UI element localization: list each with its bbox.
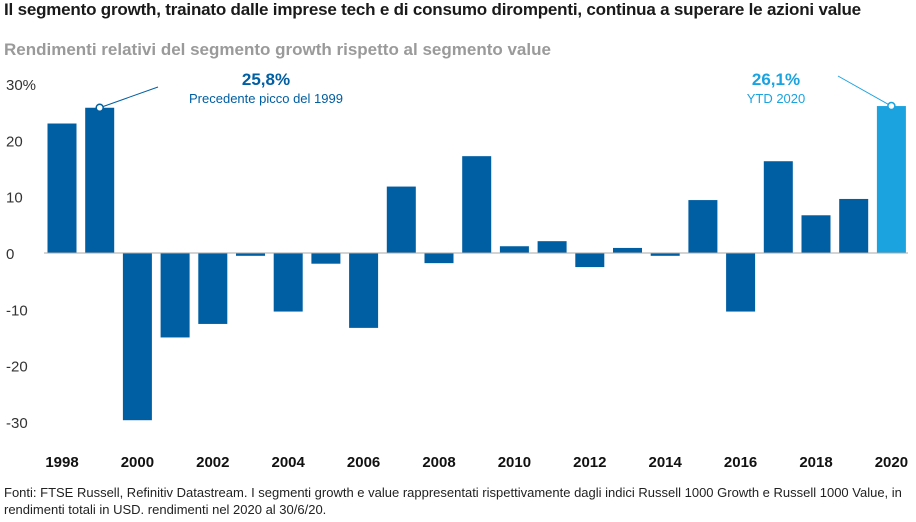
y-tick-label: 10 (6, 190, 23, 207)
bar-2006 (349, 253, 379, 328)
bar-2012 (575, 253, 605, 268)
x-tick-label: 2004 (272, 454, 306, 471)
bar-2002 (198, 253, 228, 324)
x-tick-label: 2014 (649, 454, 683, 471)
x-tick-label: 2018 (799, 454, 832, 471)
annotation-text: Precedente picco del 1999 (189, 91, 343, 106)
bar-1999 (85, 107, 115, 253)
x-tick-label: 2002 (196, 454, 229, 471)
x-tick-label: 1998 (45, 454, 78, 471)
bar-2004 (273, 253, 303, 312)
x-tick-label: 2020 (875, 454, 908, 471)
y-tick-label: -30 (6, 415, 28, 432)
bar-2018 (801, 215, 831, 253)
x-tick-label: 2016 (724, 454, 757, 471)
x-tick-label: 2012 (573, 454, 606, 471)
annotation-text: YTD 2020 (747, 91, 806, 106)
annotation-value: 26,1% (752, 70, 800, 89)
y-tick-label: 30% (6, 77, 36, 94)
y-tick-label: -20 (6, 359, 28, 376)
bar-2007 (386, 186, 416, 253)
y-tick-label: 0 (6, 246, 14, 263)
x-tick-label: 2006 (347, 454, 380, 471)
bar-2015 (688, 200, 718, 253)
bar-2008 (424, 253, 454, 264)
annotation-leader-line (99, 86, 159, 109)
bar-2016 (726, 253, 756, 312)
annotation-leader-line (837, 75, 892, 107)
bar-2013 (613, 247, 642, 253)
y-tick-label: -10 (6, 302, 28, 319)
bar-2017 (763, 161, 793, 253)
bar-2019 (839, 198, 869, 253)
bar-2003 (236, 253, 265, 256)
chart-subtitle: Rendimenti relativi del segmento growth … (4, 40, 551, 59)
annotation-marker (95, 103, 104, 112)
bar-2011 (537, 241, 567, 253)
bar-2005 (311, 253, 341, 264)
source-note: Fonti: FTSE Russell, Refinitiv Datastrea… (4, 485, 902, 517)
annotation-value: 25,8% (242, 70, 290, 89)
bar-2014 (650, 253, 680, 256)
bar-2000 (122, 253, 152, 421)
x-tick-label: 2008 (422, 454, 455, 471)
x-tick-label: 2010 (498, 454, 531, 471)
bar-2001 (160, 253, 190, 338)
annotation-marker (887, 101, 896, 111)
bar-2020 (876, 106, 906, 253)
y-tick-label: 20 (6, 133, 23, 150)
bar-2009 (462, 156, 492, 253)
chart-title: Il segmento growth, trainato dalle impre… (4, 0, 861, 19)
x-tick-label: 2000 (121, 454, 154, 471)
bar-2010 (499, 246, 529, 253)
bar-1998 (47, 123, 77, 253)
